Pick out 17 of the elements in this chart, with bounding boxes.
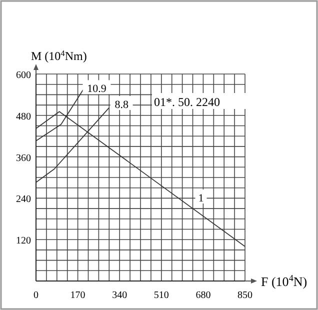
y-tick-label: 600 [16, 70, 31, 81]
x-tick-label: 0 [34, 290, 38, 301]
x-tick-label: 680 [196, 290, 211, 301]
y-axis-title: M (10$^{4}$Nm) [31, 48, 87, 63]
series-label: 8.8 [114, 99, 129, 112]
y-tick-label: 480 [16, 111, 31, 122]
x-axis-title: F (10$^{4}$N) [261, 273, 308, 289]
x-tick-label: 510 [154, 290, 169, 301]
y-tick-label: 240 [16, 194, 31, 206]
series-label: 10.9 [87, 83, 107, 96]
annotation: 01*. 50. 2240 [154, 95, 220, 109]
x-tick-label: 850 [238, 290, 252, 301]
y-tick-label: 120 [16, 236, 31, 247]
series-label: 1 [198, 192, 204, 205]
x-tick-label: 340 [112, 290, 128, 301]
x-tick-label: 170 [70, 290, 86, 301]
y-tick-label: 360 [16, 152, 31, 164]
